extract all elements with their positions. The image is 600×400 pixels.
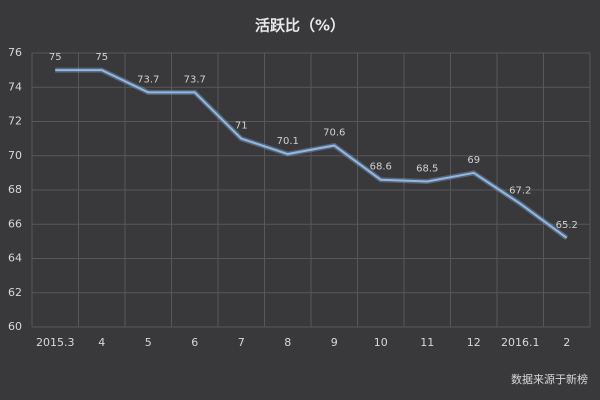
y-tick-label: 68 [8,183,22,196]
x-tick-label: 6 [191,336,198,349]
x-tick-label: 4 [98,336,105,349]
data-label: 71 [235,121,248,132]
y-tick-label: 76 [8,46,22,59]
x-tick-label: 8 [284,336,291,349]
chart-title: 活跃比（%） [255,17,345,35]
data-label: 70.1 [277,136,299,147]
line [55,69,568,239]
x-tick-label: 12 [467,336,481,349]
data-label: 70.6 [323,127,345,138]
data-label: 75 [49,52,62,63]
x-tick-label: 2015.3 [36,336,75,349]
y-tick-label: 72 [8,115,22,128]
data-label: 67.2 [509,186,531,197]
data-label: 73.7 [137,74,159,85]
x-tick-label: 2016.1 [501,336,540,349]
y-tick-label: 70 [8,149,22,162]
data-label: 68.6 [370,162,392,173]
y-tick-label: 62 [8,286,22,299]
data-label: 69 [467,155,480,166]
x-tick-label: 5 [145,336,152,349]
x-tick-label: 7 [238,336,245,349]
data-label: 73.7 [184,74,206,85]
data-label: 65.2 [556,220,578,231]
y-tick-label: 66 [8,217,22,230]
data-label: 68.5 [416,163,438,174]
y-tick-label: 74 [8,80,22,93]
y-tick-label: 64 [8,252,22,265]
data-label: 75 [95,52,108,63]
x-tick-label: 2 [563,336,570,349]
source-note: 数据来源于新榜 [511,372,588,386]
x-tick-label: 11 [420,336,434,349]
y-tick-label: 60 [8,320,22,333]
x-tick-label: 10 [374,336,388,349]
x-tick-label: 9 [331,336,338,349]
